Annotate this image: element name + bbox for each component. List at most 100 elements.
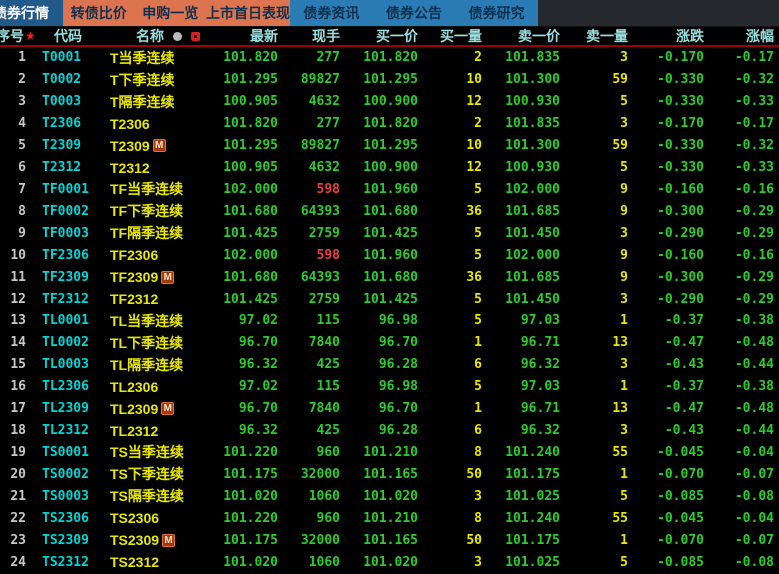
cell-ask-qty: 1 [620, 379, 628, 395]
table-row[interactable]: 6 T2312 T2312 100.905 4632 100.900 12 10… [0, 157, 779, 179]
cell-code: TL0003 [42, 357, 89, 373]
cell-volume: 115 [316, 379, 340, 395]
column-header-index[interactable]: 序号 ★ [0, 26, 34, 46]
cell-change-pct: -0.29 [734, 269, 774, 285]
cell-volume: 960 [316, 510, 340, 526]
row-index: 9 [18, 225, 26, 241]
table-row[interactable]: 3 T0003 T隔季连续 100.905 4632 100.900 12 10… [0, 91, 779, 113]
cell-bid-price: 101.020 [363, 554, 418, 570]
table-row[interactable]: 11 TF2309 TF2309 M 101.680 64393 101.680 … [0, 266, 779, 288]
cell-change: -0.070 [657, 466, 704, 482]
cell-ask-qty: 9 [620, 181, 628, 197]
cell-name: TL2312 [106, 423, 218, 439]
column-header-name[interactable]: 名称 [106, 26, 218, 46]
table-row[interactable]: 16 TL2306 TL2306 97.02 115 96.98 5 97.03… [0, 376, 779, 398]
table-row[interactable]: 23 TS2309 TS2309 M 101.175 32000 101.165 … [0, 529, 779, 551]
contract-name: TL隔季连续 [110, 356, 184, 373]
cell-change-pct: -0.33 [734, 94, 774, 110]
table-row[interactable]: 13 TL0001 TL当季连续 97.02 115 96.98 5 97.03… [0, 310, 779, 332]
cell-bid-price: 101.680 [363, 269, 418, 285]
dot-indicator-icon [173, 31, 182, 41]
cell-ask-qty: 9 [620, 269, 628, 285]
row-index: 21 [10, 488, 26, 504]
cell-ask-price: 100.930 [505, 160, 560, 176]
cell-code: TF0003 [42, 225, 89, 241]
tab-bar-spacer [538, 0, 779, 26]
tab-bond-quotes[interactable]: 债券行情 [0, 0, 63, 26]
table-row[interactable]: 14 TL0002 TL下季连续 96.70 7840 96.70 1 96.7… [0, 332, 779, 354]
tab-label: 债券研究 [468, 5, 525, 21]
table-row[interactable]: 1 T0001 T当季连续 101.820 277 101.820 2 101.… [0, 47, 779, 69]
table-row[interactable]: 22 TS2306 TS2306 101.220 960 101.210 8 1… [0, 507, 779, 529]
cell-code: TS0002 [42, 466, 89, 482]
row-index: 14 [10, 335, 26, 351]
contract-name: TS下季连续 [110, 466, 184, 483]
cell-last-price: 101.680 [223, 269, 278, 285]
contract-name: T隔季连续 [110, 93, 175, 110]
cell-last-price: 96.32 [238, 357, 278, 373]
row-index: 24 [10, 554, 26, 570]
table-row[interactable]: 12 TF2312 TF2312 101.425 2759 101.425 5 … [0, 288, 779, 310]
column-header-volume[interactable]: 现手 [290, 26, 352, 46]
table-row[interactable]: 15 TL0003 TL隔季连续 96.32 425 96.28 6 96.32… [0, 354, 779, 376]
cell-last-price: 97.02 [238, 313, 278, 329]
row-index: 8 [18, 203, 26, 219]
column-header-ask-qty[interactable]: 卖一量 [572, 26, 640, 46]
cell-bid-price: 101.210 [363, 444, 418, 460]
cell-ask-qty: 55 [612, 444, 628, 460]
cell-change-pct: -0.44 [734, 357, 774, 373]
column-header-change-pct[interactable]: 涨幅 [716, 26, 779, 46]
table-row[interactable]: 4 T2306 T2306 101.820 277 101.820 2 101.… [0, 113, 779, 135]
cell-ask-price: 102.000 [505, 181, 560, 197]
table-row[interactable]: 24 TS2312 TS2312 101.020 1060 101.020 3 … [0, 551, 779, 573]
cell-bid-qty: 1 [474, 335, 482, 351]
tab-convertible-compare[interactable]: 转债比价 [63, 0, 135, 26]
cell-name: TF下季连续 [106, 201, 218, 221]
cell-code: TS2312 [42, 554, 89, 570]
table-row[interactable]: 2 T0002 T下季连续 101.295 89827 101.295 10 1… [0, 69, 779, 91]
table-row[interactable]: 9 TF0003 TF隔季连续 101.425 2759 101.425 5 1… [0, 222, 779, 244]
table-row[interactable]: 17 TL2309 TL2309 M 96.70 7840 96.70 1 96.… [0, 398, 779, 420]
table-row[interactable]: 19 TS0001 TS当季连续 101.220 960 101.210 8 1… [0, 441, 779, 463]
table-row[interactable]: 8 TF0002 TF下季连续 101.680 64393 101.680 36… [0, 200, 779, 222]
table-row[interactable]: 18 TL2312 TL2312 96.32 425 96.28 6 96.32… [0, 420, 779, 442]
row-index: 7 [18, 181, 26, 197]
table-row[interactable]: 5 T2309 T2309 M 101.295 89827 101.295 10 … [0, 135, 779, 157]
cell-ask-qty: 59 [612, 72, 628, 88]
tab-bond-news[interactable]: 债券资讯 [290, 0, 373, 26]
table-row[interactable]: 21 TS0003 TS隔季连续 101.020 1060 101.020 3 … [0, 485, 779, 507]
column-header-code[interactable]: 代码 [34, 26, 106, 46]
tab-bond-announcements[interactable]: 债券公告 [373, 0, 456, 26]
table-row[interactable]: 20 TS0002 TS下季连续 101.175 32000 101.165 5… [0, 463, 779, 485]
quote-table-body: 1 T0001 T当季连续 101.820 277 101.820 2 101.… [0, 47, 779, 573]
column-header-change[interactable]: 涨跌 [640, 26, 716, 46]
column-header-ask-price[interactable]: 卖一价 [494, 26, 572, 46]
cell-bid-price: 101.425 [363, 225, 418, 241]
column-header-bid-qty[interactable]: 买一量 [430, 26, 494, 46]
cell-last-price: 101.175 [223, 466, 278, 482]
table-row[interactable]: 10 TF2306 TF2306 102.000 598 101.960 5 1… [0, 244, 779, 266]
row-index: 19 [10, 444, 26, 460]
cell-code: TF2309 [42, 269, 89, 285]
tab-label: 债券资讯 [303, 5, 360, 21]
table-row[interactable]: 7 TF0001 TF当季连续 102.000 598 101.960 5 10… [0, 178, 779, 200]
tab-subscription-list[interactable]: 申购一览 [135, 0, 207, 26]
cell-ask-qty: 3 [620, 291, 628, 307]
tab-bond-research[interactable]: 债券研究 [455, 0, 538, 26]
tab-first-day-performance[interactable]: 上市首日表现 [206, 0, 290, 26]
column-header-last[interactable]: 最新 [218, 26, 290, 46]
cell-code: T2312 [42, 160, 82, 176]
cell-change: -0.37 [664, 379, 704, 395]
cell-last-price: 100.905 [223, 160, 278, 176]
cell-last-price: 101.425 [223, 225, 278, 241]
cell-ask-qty: 13 [612, 335, 628, 351]
sort-star-icon: ★ [25, 29, 34, 43]
cell-change-pct: -0.16 [734, 181, 774, 197]
tab-label: 申购一览 [142, 5, 199, 21]
cell-ask-price: 101.175 [505, 466, 560, 482]
column-header-bid-price[interactable]: 买一价 [352, 26, 430, 46]
column-settings-icon[interactable] [191, 31, 200, 41]
cell-volume: 277 [316, 50, 340, 66]
cell-name: TF2306 [106, 247, 218, 263]
cell-last-price: 101.820 [223, 50, 278, 66]
